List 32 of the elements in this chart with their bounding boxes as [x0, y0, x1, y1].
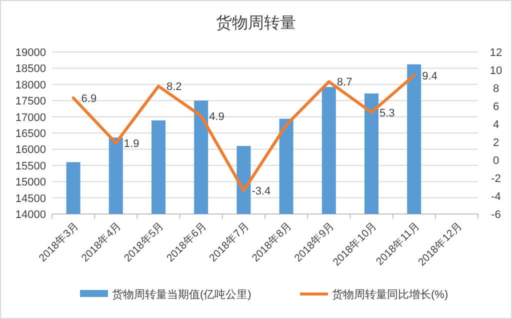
y2-tick-label: 10 — [490, 65, 502, 77]
y2-tick-label: 4 — [492, 119, 500, 131]
legend-label: 货物周转量当期值(亿吨公里) — [112, 288, 252, 301]
y2-tick-label: 2 — [492, 137, 500, 149]
legend-label: 货物周转量同比增长(%) — [332, 288, 448, 301]
y-tick-label: 16000 — [15, 144, 46, 156]
y2-tick-label: -6 — [491, 209, 501, 221]
data-label: 6.9 — [81, 92, 97, 105]
data-label: 8.7 — [336, 76, 352, 89]
data-label: 9.4 — [422, 70, 438, 82]
y-tick-label: 17000 — [15, 112, 46, 124]
y-tick-label: 15500 — [15, 160, 46, 172]
data-label: 5.3 — [380, 107, 395, 120]
data-label: -3.4 — [252, 186, 271, 198]
y-tick-label: 15000 — [15, 176, 46, 189]
data-label: 1.9 — [124, 138, 140, 150]
y2-tick-label: 6 — [492, 101, 500, 113]
data-label: 8.2 — [166, 81, 182, 94]
y2-tick-label: -2 — [491, 173, 501, 185]
y2-tick-label: 0 — [492, 155, 500, 167]
y-tick-label: 18500 — [15, 63, 46, 76]
y-tick-label: 14000 — [15, 209, 46, 221]
y-tick-label: 18000 — [15, 79, 46, 92]
y-tick-label: 17500 — [15, 96, 46, 108]
y2-tick-label: 8 — [492, 83, 500, 95]
y-tick-label: 19000 — [15, 47, 46, 59]
y2-tick-label: -4 — [491, 191, 501, 203]
y-tick-label: 14500 — [15, 192, 46, 205]
chart-title: 货物周转量 — [216, 14, 296, 32]
data-label: 4.9 — [209, 110, 224, 123]
y-tick-label: 16500 — [15, 128, 46, 140]
y2-tick-label: 12 — [490, 47, 502, 59]
